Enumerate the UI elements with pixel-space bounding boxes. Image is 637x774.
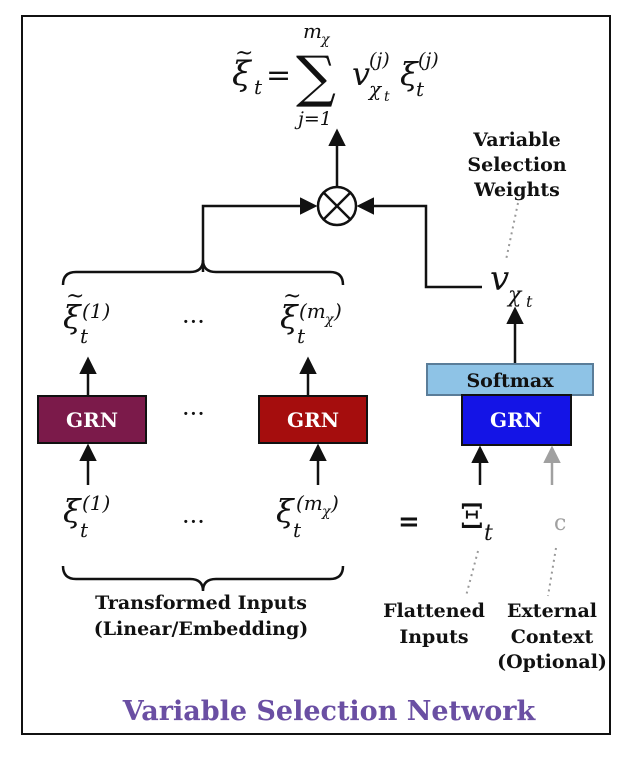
formula-v-sub: χ [367,77,383,101]
formula-v: v [352,55,370,93]
weights-label-pointer [506,203,518,260]
input-xi-1: ξ t (1) [63,491,110,542]
outputs-brace [63,260,343,285]
multiply-node [318,187,356,225]
sum-lower: j=1 [294,108,332,130]
external-label-line-1: External [507,600,597,622]
grn-ellipsis: ··· [182,400,205,428]
external-label-line-2: Context [511,626,594,648]
sum-symbol: ∑ [296,45,336,110]
xi-capital-base: Ξ [460,497,484,537]
formula-xi-sub: t [416,77,425,101]
v-chi-t-sub: χ [506,283,523,308]
formula-v-subsub: t [384,89,390,105]
output-xi-1: ξ ~ t (1) [63,284,110,348]
external-context-label: External Context (Optional) [497,600,607,673]
weights-label: Variable Selection Weights [467,129,566,201]
aggregation-formula: ξ ~ t = ∑ m χ j=1 v χ t (j) ξ t (j) [232,19,439,130]
input-xi-m-sup-close: ) [330,491,339,515]
output-ellipsis: ··· [182,308,205,336]
flattened-label-line-2: Inputs [399,626,468,648]
flattened-inputs-label: Flattened Inputs [383,600,485,648]
output-xi-m-sub: t [297,324,306,348]
weights-label-line-2: Selection [467,154,566,176]
xi-capital-sub: t [484,521,493,546]
output-xi-1-sup: (1) [82,299,110,323]
output-xi-1-sub: t [80,324,89,348]
inputs-brace [63,566,343,591]
flattened-label-line-1: Flattened [383,600,485,622]
v-chi-t-base: v [490,259,509,299]
formula-lhs-tilde: ~ [235,41,253,66]
input-xi-m: ξ t (m χ ) [276,491,339,542]
transformed-inputs-label: Transformed Inputs (Linear/Embedding) [94,592,309,640]
arrow-outputs-to-multiply [203,206,314,272]
context-symbol: c [554,511,566,536]
input-xi-1-sup: (1) [82,491,110,515]
v-chi-t-subsub: t [526,292,533,311]
grn-box-m: GRN [259,396,367,443]
sum-upper: m [303,19,322,43]
input-xi-m-sup: (m [296,491,323,515]
equals-sign: = [398,507,420,537]
transformed-label-line-2: (Linear/Embedding) [94,618,309,640]
output-xi-m: ξ ~ t (m χ ) [280,284,342,348]
v-chi-t: v χ t [490,259,533,311]
grn-box-1: GRN [38,396,146,443]
output-xi-m-sup: (m [299,299,326,323]
grn-box-selection: GRN [462,395,571,445]
weights-label-line-3: Weights [473,179,560,201]
output-xi-m-sup-close: ) [333,299,342,323]
diagram-title: Variable Selection Network [122,696,537,727]
formula-lhs-sub: t [254,75,263,99]
softmax-label: Softmax [466,370,554,392]
external-label-line-3: (Optional) [497,651,607,673]
transformed-label-line-1: Transformed Inputs [95,592,307,614]
formula-v-sup: (j) [369,49,390,71]
grn-selection-label: GRN [490,408,542,432]
input-xi-1-sub: t [80,518,89,542]
grn-1-label: GRN [66,408,118,432]
formula-xi-sup: (j) [418,49,439,71]
flattened-pointer [466,551,478,596]
context-pointer [548,548,556,596]
weights-label-line-1: Variable [472,129,560,151]
grn-m-label: GRN [287,408,339,432]
input-xi-m-sub: t [293,518,302,542]
softmax-box: Softmax [427,364,593,395]
sum-upper-sub: χ [320,32,331,48]
formula-equals: = [266,58,291,93]
input-ellipsis: ··· [182,508,205,536]
xi-capital-t: Ξ t [460,497,493,546]
arrow-weights-to-multiply [360,206,482,287]
